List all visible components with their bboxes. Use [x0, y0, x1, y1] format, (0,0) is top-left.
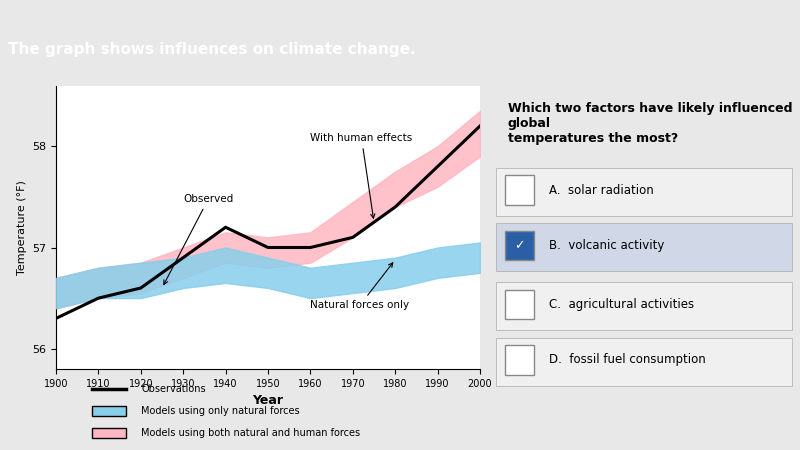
- Text: D.  fossil fuel consumption: D. fossil fuel consumption: [550, 353, 706, 366]
- FancyBboxPatch shape: [496, 223, 792, 271]
- FancyBboxPatch shape: [91, 406, 126, 416]
- FancyBboxPatch shape: [505, 290, 534, 319]
- Text: ✓: ✓: [514, 239, 525, 252]
- FancyBboxPatch shape: [496, 338, 792, 386]
- Text: C.  agricultural activities: C. agricultural activities: [550, 298, 694, 311]
- Text: With human effects: With human effects: [310, 133, 413, 218]
- Text: B.  volcanic activity: B. volcanic activity: [550, 239, 665, 252]
- Y-axis label: Temperature (°F): Temperature (°F): [17, 180, 26, 274]
- FancyBboxPatch shape: [496, 168, 792, 216]
- FancyBboxPatch shape: [496, 282, 792, 330]
- X-axis label: Year: Year: [253, 394, 283, 407]
- Text: A.  solar radiation: A. solar radiation: [550, 184, 654, 197]
- FancyBboxPatch shape: [505, 176, 534, 205]
- Text: Models using both natural and human forces: Models using both natural and human forc…: [142, 428, 361, 437]
- Text: Which two factors have likely influenced global
temperatures the most?: Which two factors have likely influenced…: [508, 102, 792, 144]
- Text: Observed: Observed: [164, 194, 234, 284]
- FancyBboxPatch shape: [91, 428, 126, 437]
- FancyBboxPatch shape: [505, 345, 534, 374]
- Text: Natural forces only: Natural forces only: [310, 263, 410, 310]
- Text: The graph shows influences on climate change.: The graph shows influences on climate ch…: [8, 42, 416, 57]
- Text: Models using only natural forces: Models using only natural forces: [142, 406, 300, 416]
- Text: Observations: Observations: [142, 384, 206, 394]
- FancyBboxPatch shape: [505, 231, 534, 260]
